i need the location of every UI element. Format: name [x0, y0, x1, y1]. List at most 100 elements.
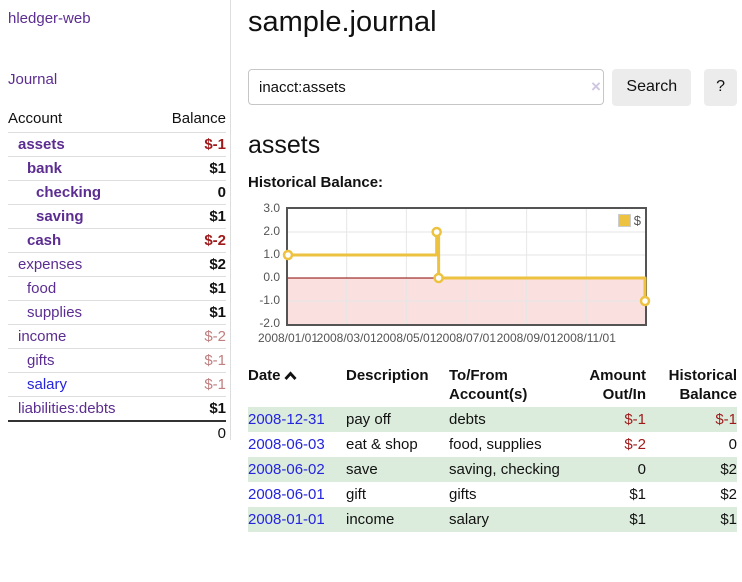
account-balance: $1	[152, 276, 226, 301]
sidebar-item-journal[interactable]: Journal	[8, 71, 58, 88]
total-spacer	[8, 420, 153, 445]
transaction-balance: $1	[646, 506, 737, 532]
account-balance: $-1	[152, 132, 226, 157]
accounts-total-balance: 0	[152, 420, 226, 445]
transaction-description: pay off	[346, 406, 449, 432]
series-color-swatch	[617, 213, 631, 227]
account-link[interactable]: checking	[36, 184, 102, 201]
sort-ascending-icon	[283, 370, 297, 380]
account-row: food $1	[8, 276, 226, 301]
clear-search-icon[interactable]: ×	[591, 76, 601, 96]
account-balance: $-1	[152, 372, 226, 397]
date-column-header[interactable]: Date	[248, 363, 346, 407]
account-balance: $1	[152, 300, 226, 325]
help-button[interactable]: ?	[704, 68, 737, 106]
app-title-link[interactable]: hledger-web	[8, 10, 91, 27]
transaction-row: 2008-01-01 income salary $1 $1	[248, 506, 737, 532]
description-column-header: Description	[346, 366, 429, 384]
y-axis-tick-label: 3.0	[263, 200, 280, 215]
main-content: sample.journal × Search ? assets Histori…	[248, 0, 737, 532]
account-name-cell: income	[8, 324, 153, 349]
transaction-amount: $1	[629, 485, 646, 503]
chart-legend: $	[617, 212, 641, 228]
account-name-cell: liabilities:debts	[8, 396, 153, 421]
transaction-row: 2008-06-03 eat & shop food, supplies $-2 0	[248, 432, 737, 457]
transaction-date-cell: 2008-01-01	[248, 506, 346, 532]
account-link[interactable]: bank	[27, 160, 63, 177]
account-name-cell: saving	[8, 204, 153, 229]
transaction-date-link[interactable]: 2008-12-31	[248, 410, 325, 428]
account-balance: $-1	[152, 348, 226, 373]
account-link[interactable]: income	[18, 328, 67, 345]
account-row: expenses $2	[8, 252, 226, 277]
account-link[interactable]: food	[27, 280, 57, 297]
transaction-date-link[interactable]: 2008-06-03	[248, 435, 325, 453]
search-form: × Search ?	[248, 68, 737, 106]
chart-title: Historical Balance:	[248, 173, 384, 191]
account-link[interactable]: gifts	[27, 352, 55, 369]
account-balance: $2	[152, 252, 226, 277]
transaction-description: eat & shop	[346, 435, 418, 453]
chart-plot-area: $	[282, 206, 651, 326]
account-link[interactable]: expenses	[18, 256, 83, 273]
register-table: Date Description To/From Account(s) Amou…	[248, 363, 737, 532]
account-balance: 0	[152, 180, 226, 205]
balance-chart-canvas	[282, 208, 651, 324]
transaction-amount: $-1	[561, 406, 646, 432]
account-balance: $1	[152, 204, 226, 229]
y-axis-tick-label: 0.0	[263, 269, 280, 284]
account-name-cell: checking	[8, 180, 153, 205]
transaction-balance: $2	[720, 485, 737, 503]
transaction-amount: $-2	[624, 435, 646, 453]
register-header-row: Date Description To/From Account(s) Amou…	[248, 363, 737, 407]
account-heading: assets	[248, 130, 321, 159]
transaction-row: 2008-12-31 pay off debts $-1 $-1	[248, 406, 737, 432]
x-axis-tick-label: 2008/03/01	[316, 330, 377, 345]
account-balance: $-2	[152, 228, 226, 253]
search-input[interactable]	[248, 69, 605, 106]
transaction-balance: $2	[646, 456, 737, 482]
amount-column-header: Amount Out/In	[589, 366, 646, 403]
y-axis-tick-label: 2.0	[263, 223, 280, 238]
account-row: bank $1	[8, 156, 226, 181]
account-name-cell: salary	[8, 372, 153, 397]
transaction-date-cell: 2008-06-02	[248, 456, 346, 482]
account-link[interactable]: salary	[27, 376, 68, 393]
x-axis-tick-label: 2008/07/01	[435, 330, 497, 345]
accounts-table: Account Balance assets $-1 bank $1 checking 0…	[8, 108, 226, 445]
transaction-description: save	[346, 456, 449, 482]
transaction-row: 2008-06-02 save saving, checking 0 $2	[248, 456, 737, 482]
account-link[interactable]: cash	[27, 232, 62, 249]
accounts-column-header: To/From Account(s)	[449, 366, 528, 403]
y-axis-tick-label: 1.0	[263, 246, 280, 261]
x-axis-tick-label: 2008/09/01	[496, 330, 557, 345]
page-title: sample.journal	[248, 6, 437, 38]
search-button[interactable]: Search	[612, 68, 692, 106]
transaction-description: gift	[346, 485, 367, 503]
transaction-date-cell: 2008-06-03	[248, 432, 346, 457]
account-link[interactable]: supplies	[27, 304, 83, 321]
transaction-date-link[interactable]: 2008-06-01	[248, 485, 325, 503]
x-axis-tick-label: 2008/05/01	[376, 330, 437, 345]
transaction-accounts: food, supplies	[449, 435, 542, 453]
historical-balance-chart: $ 3.0 2.0 1.0 0.0 -1.0 -2.0 2008/01/01 2008/03/…	[248, 200, 737, 346]
account-name-cell: bank	[8, 156, 153, 181]
account-row: cash $-2	[8, 228, 226, 253]
transaction-date-link[interactable]: 2008-01-01	[248, 510, 325, 528]
balance-column-header: Balance	[171, 110, 226, 127]
sidebar: hledger-web Journal Account Balance asse…	[0, 0, 231, 445]
account-link[interactable]: liabilities:debts	[18, 400, 116, 417]
account-row: salary $-1	[8, 372, 226, 397]
transaction-accounts: saving, checking	[449, 456, 561, 482]
transaction-amount: $1	[561, 506, 646, 532]
y-axis-tick-label: -1.0	[259, 292, 280, 307]
account-row: income $-2	[8, 324, 226, 349]
account-link[interactable]: assets	[18, 136, 65, 153]
account-link[interactable]: saving	[36, 208, 84, 225]
account-row: gifts $-1	[8, 348, 226, 373]
transaction-date-cell: 2008-06-01	[248, 482, 346, 507]
transaction-balance: 0	[728, 435, 737, 453]
account-row: checking 0	[8, 180, 226, 205]
series-label: $	[633, 212, 641, 228]
transaction-date-link[interactable]: 2008-06-02	[248, 460, 325, 478]
